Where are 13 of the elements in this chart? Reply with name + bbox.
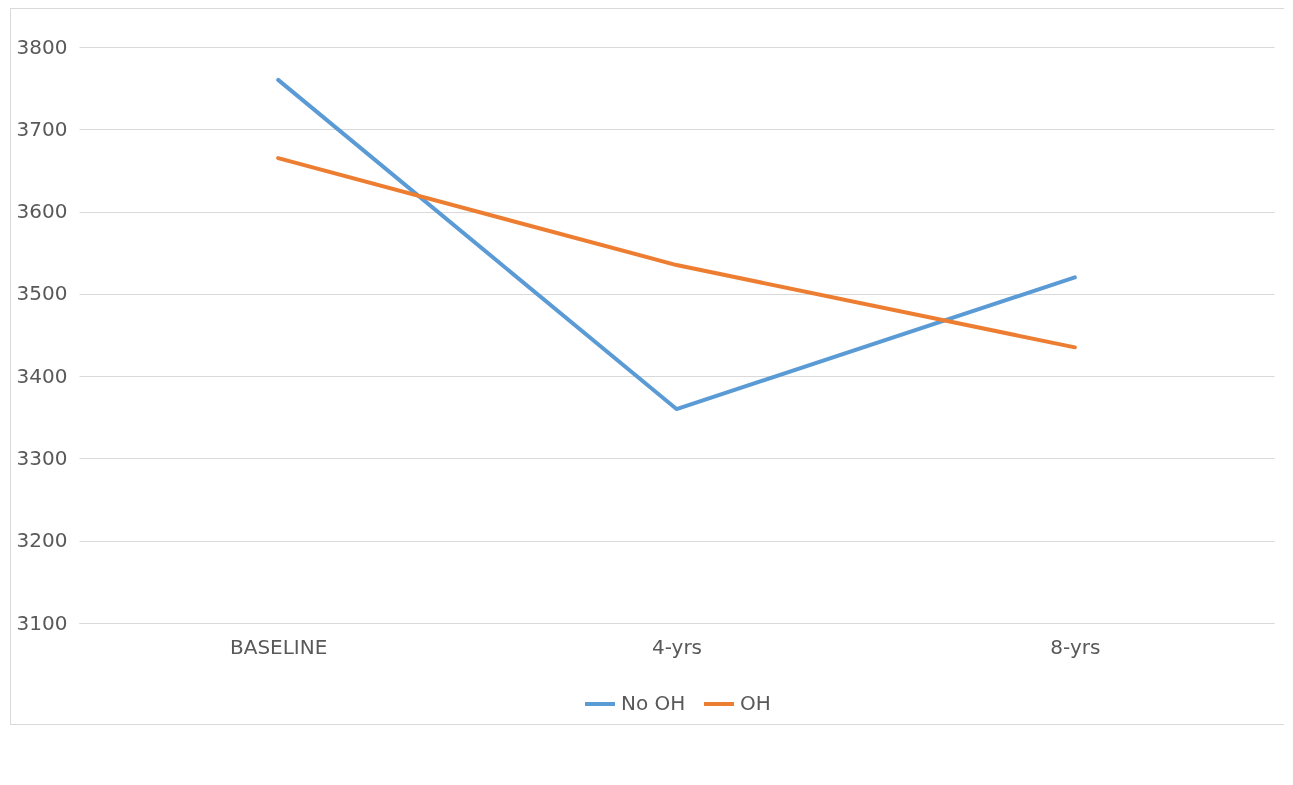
y-tick-label: 3300 [16,445,68,470]
y-tick-label: 3100 [16,610,68,635]
legend-label: OH [740,691,771,715]
y-tick-label: 3600 [16,199,68,224]
y-tick-label: 3400 [16,363,68,388]
legend-label: No OH [621,691,686,715]
x-tick-label: 8-yrs [1050,634,1101,659]
y-tick-label: 3700 [16,116,68,141]
y-tick-label: 3800 [16,34,68,59]
x-tick-label: 4-yrs [651,634,703,659]
x-tick-label: BASELINE [229,634,328,659]
y-tick-label: 3500 [16,281,68,306]
y-tick-label: 3200 [16,528,68,553]
